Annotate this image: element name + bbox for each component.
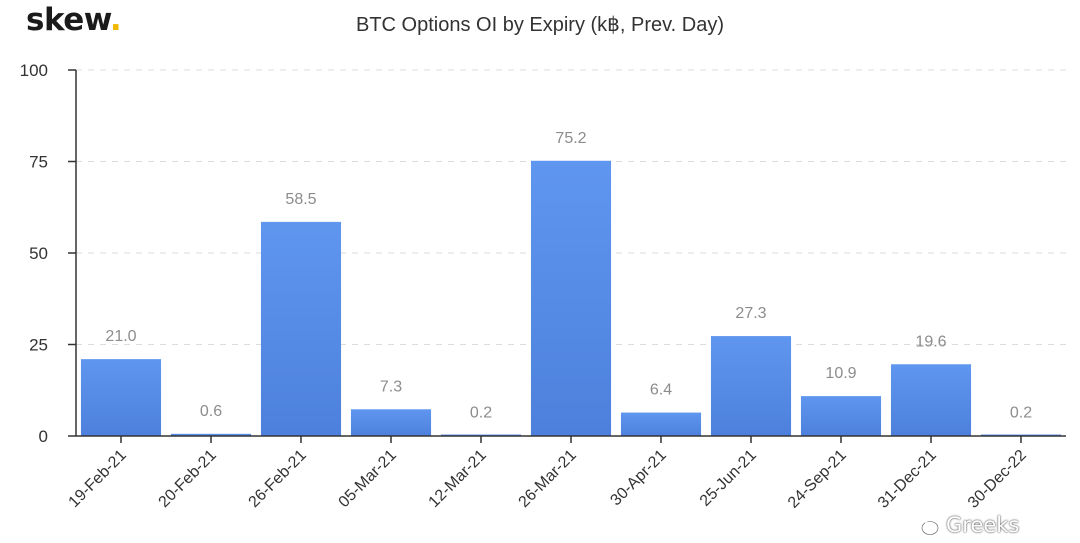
x-axis: 19-Feb-21 20-Feb-21 26-Feb-21 05-Mar-21 12-M… xyxy=(66,435,1066,512)
bar-30-Apr-21 xyxy=(620,412,702,436)
bar-05-Mar-21 xyxy=(350,409,432,436)
bar-26-Feb-21 xyxy=(260,221,342,436)
y-tick-label: 0 xyxy=(39,427,48,446)
data-label: 10.9 xyxy=(825,365,856,382)
y-tick-label: 75 xyxy=(29,153,48,172)
x-tick-label: 31-Dec-21 xyxy=(875,447,940,512)
y-tick-label: 100 xyxy=(20,61,48,80)
x-tick-label: 20-Feb-21 xyxy=(156,447,220,511)
y-axis: 0 25 50 75 100 xyxy=(20,61,77,446)
data-label: 75.2 xyxy=(555,130,586,147)
data-label: 6.4 xyxy=(650,382,672,399)
bar-25-Jun-21 xyxy=(710,336,792,436)
data-label: 0.6 xyxy=(200,403,222,420)
bar-31-Dec-21 xyxy=(890,364,972,436)
x-tick-label: 26-Feb-21 xyxy=(246,447,310,511)
data-label: 7.3 xyxy=(380,378,402,395)
x-tick-label: 19-Feb-21 xyxy=(66,447,130,511)
data-label: 0.2 xyxy=(1010,404,1032,421)
wechat-icon xyxy=(912,514,939,535)
x-tick-label: 12-Mar-21 xyxy=(426,447,490,511)
data-labels: 21.0 0.6 58.5 7.3 0.2 75.2 6.4 27.3 10.9 19.6 0.2 xyxy=(105,130,1032,422)
x-tick-label: 26-Mar-21 xyxy=(516,447,580,511)
x-tick-label: 05-Mar-21 xyxy=(336,447,400,511)
x-tick-label: 25-Jun-21 xyxy=(697,447,760,510)
y-tick-label: 25 xyxy=(29,336,48,355)
watermark-text: Greeks xyxy=(946,513,1020,537)
x-tick-label: 30-Apr-21 xyxy=(607,447,669,509)
bar-24-Sep-21 xyxy=(800,396,882,436)
bar-19-Feb-21 xyxy=(80,359,162,436)
data-label: 19.6 xyxy=(915,333,946,350)
x-tick-label: 30-Dec-22 xyxy=(965,447,1030,512)
chart-title: BTC Options OI by Expiry (k฿, Prev. Day) xyxy=(356,14,724,36)
data-label: 58.5 xyxy=(285,191,316,208)
data-label: 21.0 xyxy=(105,328,136,345)
data-label: 27.3 xyxy=(735,305,766,322)
data-label: 0.2 xyxy=(470,404,492,421)
bar-20-Feb-21 xyxy=(170,433,252,436)
logo-dot: . xyxy=(109,2,122,38)
x-tick-label: 24-Sep-21 xyxy=(785,447,850,512)
bar-26-Mar-21 xyxy=(530,160,612,436)
y-tick-label: 50 xyxy=(29,244,48,263)
skew-logo: skew. xyxy=(26,2,122,38)
watermark: Greeks xyxy=(912,513,1019,537)
logo-text: skew xyxy=(26,2,110,38)
bars xyxy=(80,160,1062,436)
